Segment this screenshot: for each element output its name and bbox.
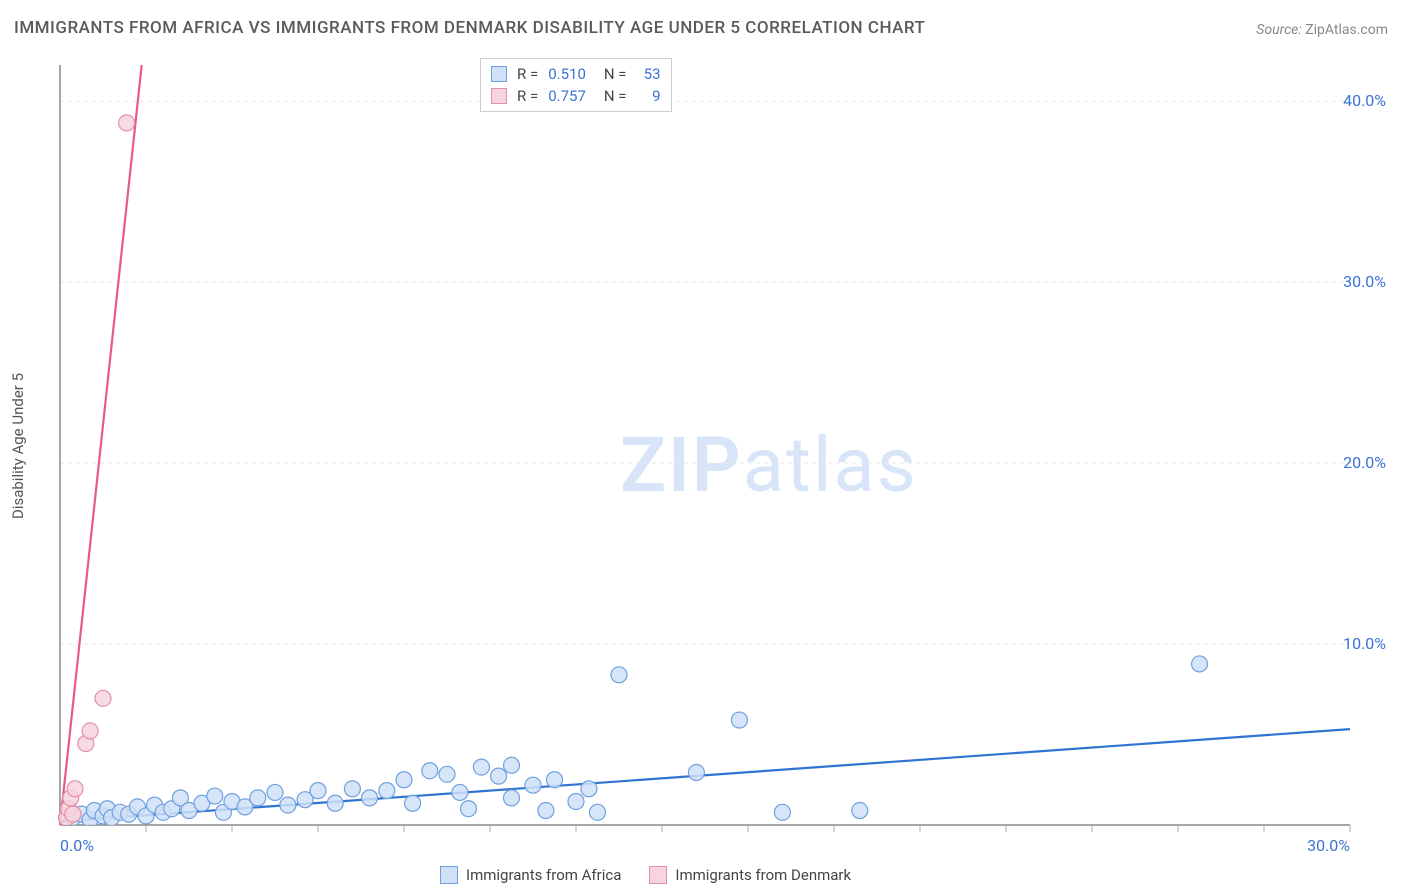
legend-label: Immigrants from Africa	[466, 866, 621, 884]
chart-area: 0.0% 30.0% 10.0% 20.0% 30.0% 40.0%	[50, 55, 1390, 860]
legend-n-value: 53	[637, 65, 661, 83]
series-legend-item: Immigrants from Denmark	[649, 866, 851, 884]
legend-n-label: N =	[604, 87, 627, 105]
svg-text:30.0%: 30.0%	[1307, 836, 1350, 855]
legend-r-label: R =	[517, 65, 538, 83]
legend-label: Immigrants from Denmark	[675, 866, 851, 884]
svg-text:20.0%: 20.0%	[1343, 453, 1386, 472]
legend-row: R = 0.757 N = 9	[491, 85, 661, 107]
svg-text:30.0%: 30.0%	[1343, 272, 1386, 291]
legend-swatch	[649, 866, 667, 884]
legend-swatch	[440, 866, 458, 884]
source-label: Source:	[1256, 22, 1301, 38]
correlation-legend: R = 0.510 N = 53 R = 0.757 N = 9	[480, 58, 672, 112]
legend-r-label: R =	[517, 87, 538, 105]
legend-swatch	[491, 66, 507, 82]
chart-title: IMMIGRANTS FROM AFRICA VS IMMIGRANTS FRO…	[14, 18, 925, 38]
series-legend-item: Immigrants from Africa	[440, 866, 621, 884]
legend-n-value: 9	[637, 87, 661, 105]
source-attribution: Source: ZipAtlas.com	[1256, 22, 1388, 38]
series-legend: Immigrants from Africa Immigrants from De…	[440, 866, 851, 884]
scatter-chart: 0.0% 30.0% 10.0% 20.0% 30.0% 40.0%	[50, 55, 1390, 860]
legend-r-value: 0.510	[548, 65, 586, 83]
legend-n-label: N =	[604, 65, 627, 83]
svg-text:0.0%: 0.0%	[60, 836, 94, 855]
svg-text:40.0%: 40.0%	[1343, 91, 1386, 110]
legend-swatch	[491, 88, 507, 104]
svg-text:10.0%: 10.0%	[1343, 634, 1386, 653]
y-axis-label: Disability Age Under 5	[9, 373, 27, 519]
legend-r-value: 0.757	[548, 87, 586, 105]
legend-row: R = 0.510 N = 53	[491, 63, 661, 85]
source-link[interactable]: ZipAtlas.com	[1305, 22, 1388, 38]
